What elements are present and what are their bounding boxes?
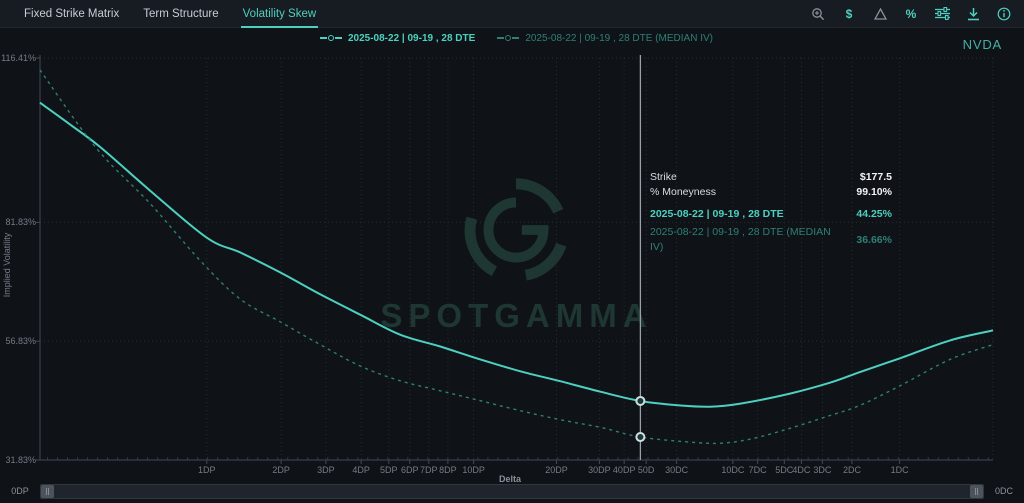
x-axis-tick-label: 7DC — [748, 465, 767, 475]
x-axis-tick-label: 20DP — [545, 465, 568, 475]
x-axis-title: Delta — [498, 474, 521, 484]
download-icon[interactable] — [965, 6, 981, 22]
median-series-marker-icon — [497, 35, 520, 41]
x-axis-tick-label: 8DP — [439, 465, 457, 475]
range-right-label: 0DC — [994, 486, 1013, 496]
tooltip-row-moneyness: % Moneyness 99.10% — [650, 186, 892, 198]
zoom-in-icon[interactable] — [810, 6, 826, 22]
legend-item-series[interactable]: 2025-08-22 | 09-19 , 28 DTE — [319, 32, 476, 44]
ticker-symbol: NVDA — [962, 37, 1002, 52]
range-handle-right[interactable] — [970, 484, 983, 498]
chart-legend: 2025-08-22 | 09-19 , 28 DTE 2025-08-22 |… — [40, 30, 993, 46]
view-tabs: Fixed Strike Matrix Term Structure Volat… — [12, 0, 328, 28]
x-axis-tick-label: 5DC — [775, 465, 794, 475]
x-axis-tick-label: 2DC — [842, 465, 861, 475]
x-axis-tick-label: 4DC — [792, 465, 811, 475]
x-axis-tick-label: 5DP — [380, 465, 398, 475]
x-axis-tick-label: 3DC — [813, 465, 832, 475]
range-track[interactable] — [40, 483, 984, 499]
y-axis-tick-label: 31.83% — [5, 455, 36, 465]
crosshair-point-marker — [635, 395, 646, 406]
x-axis-tick-label: 40DP — [612, 465, 636, 475]
x-axis-tick-label: 6DP — [400, 465, 419, 475]
settings-sliders-icon[interactable] — [934, 6, 950, 22]
series-line — [39, 69, 994, 445]
x-axis-tick-label: 2DP — [272, 465, 290, 475]
tooltip-row-strike: Strike $177.5 — [650, 171, 892, 183]
range-left-label: 0DP — [11, 486, 29, 496]
chart-toolbar: $ % — [810, 6, 1012, 22]
x-axis-tick-label: 50D — [637, 465, 655, 475]
crosshair-tooltip: Strike $177.5 % Moneyness 99.10% 2025-08… — [650, 170, 892, 255]
y-axis-title: Implied Volatility — [2, 232, 12, 298]
y-axis-tick-label: 56.83% — [5, 336, 36, 347]
x-axis-tick-label: 3DP — [317, 465, 335, 475]
info-icon[interactable] — [996, 6, 1012, 22]
y-axis-tick-label: 81.83% — [5, 217, 36, 228]
crosshair-point-marker — [635, 432, 646, 443]
x-axis-tick-label: 30DP — [588, 465, 611, 475]
y-axis-tick-label: 116.41% — [1, 53, 36, 63]
tab-term-structure[interactable]: Term Structure — [143, 7, 219, 20]
x-axis-tick-label: 1DC — [890, 465, 909, 475]
x-axis-tick-label: 7DP — [420, 465, 438, 475]
x-axis-tick-label: 1DP — [198, 465, 216, 475]
percent-mode-icon[interactable]: % — [905, 6, 917, 21]
series-line — [39, 101, 994, 408]
tab-volatility-skew[interactable]: Volatility Skew — [231, 0, 329, 28]
series-marker-icon — [319, 35, 342, 41]
x-axis-tick-label: 4DP — [352, 465, 370, 475]
tooltip-row-series-iv: 2025-08-22 | 09-19 , 28 DTE 44.25% — [650, 208, 892, 220]
legend-item-median-series[interactable]: 2025-08-22 | 09-19 , 28 DTE (MEDIAN IV) — [497, 33, 713, 44]
tooltip-row-median-iv: 2025-08-22 | 09-19 , 28 DTE (MEDIAN IV) … — [650, 226, 892, 253]
plot-canvas[interactable] — [36, 55, 994, 467]
tab-fixed-strike-matrix[interactable]: Fixed Strike Matrix — [24, 7, 120, 20]
delta-mode-icon[interactable] — [872, 6, 888, 22]
range-handle-left[interactable] — [41, 484, 54, 498]
x-axis-tick-label: 10DP — [462, 465, 485, 475]
top-toolbar: Fixed Strike Matrix Term Structure Volat… — [0, 0, 1024, 28]
legend-label: 2025-08-22 | 09-19 , 28 DTE (MEDIAN IV) — [525, 32, 713, 44]
x-axis-tick-label: 30DC — [665, 465, 689, 475]
delta-range-scrollbar: 0DP 0DC — [0, 483, 1024, 499]
dollar-strike-mode-icon[interactable]: $ — [845, 6, 853, 21]
x-axis-tick-label: 10DC — [721, 465, 745, 475]
legend-label: 2025-08-22 | 09-19 , 28 DTE — [347, 32, 476, 44]
